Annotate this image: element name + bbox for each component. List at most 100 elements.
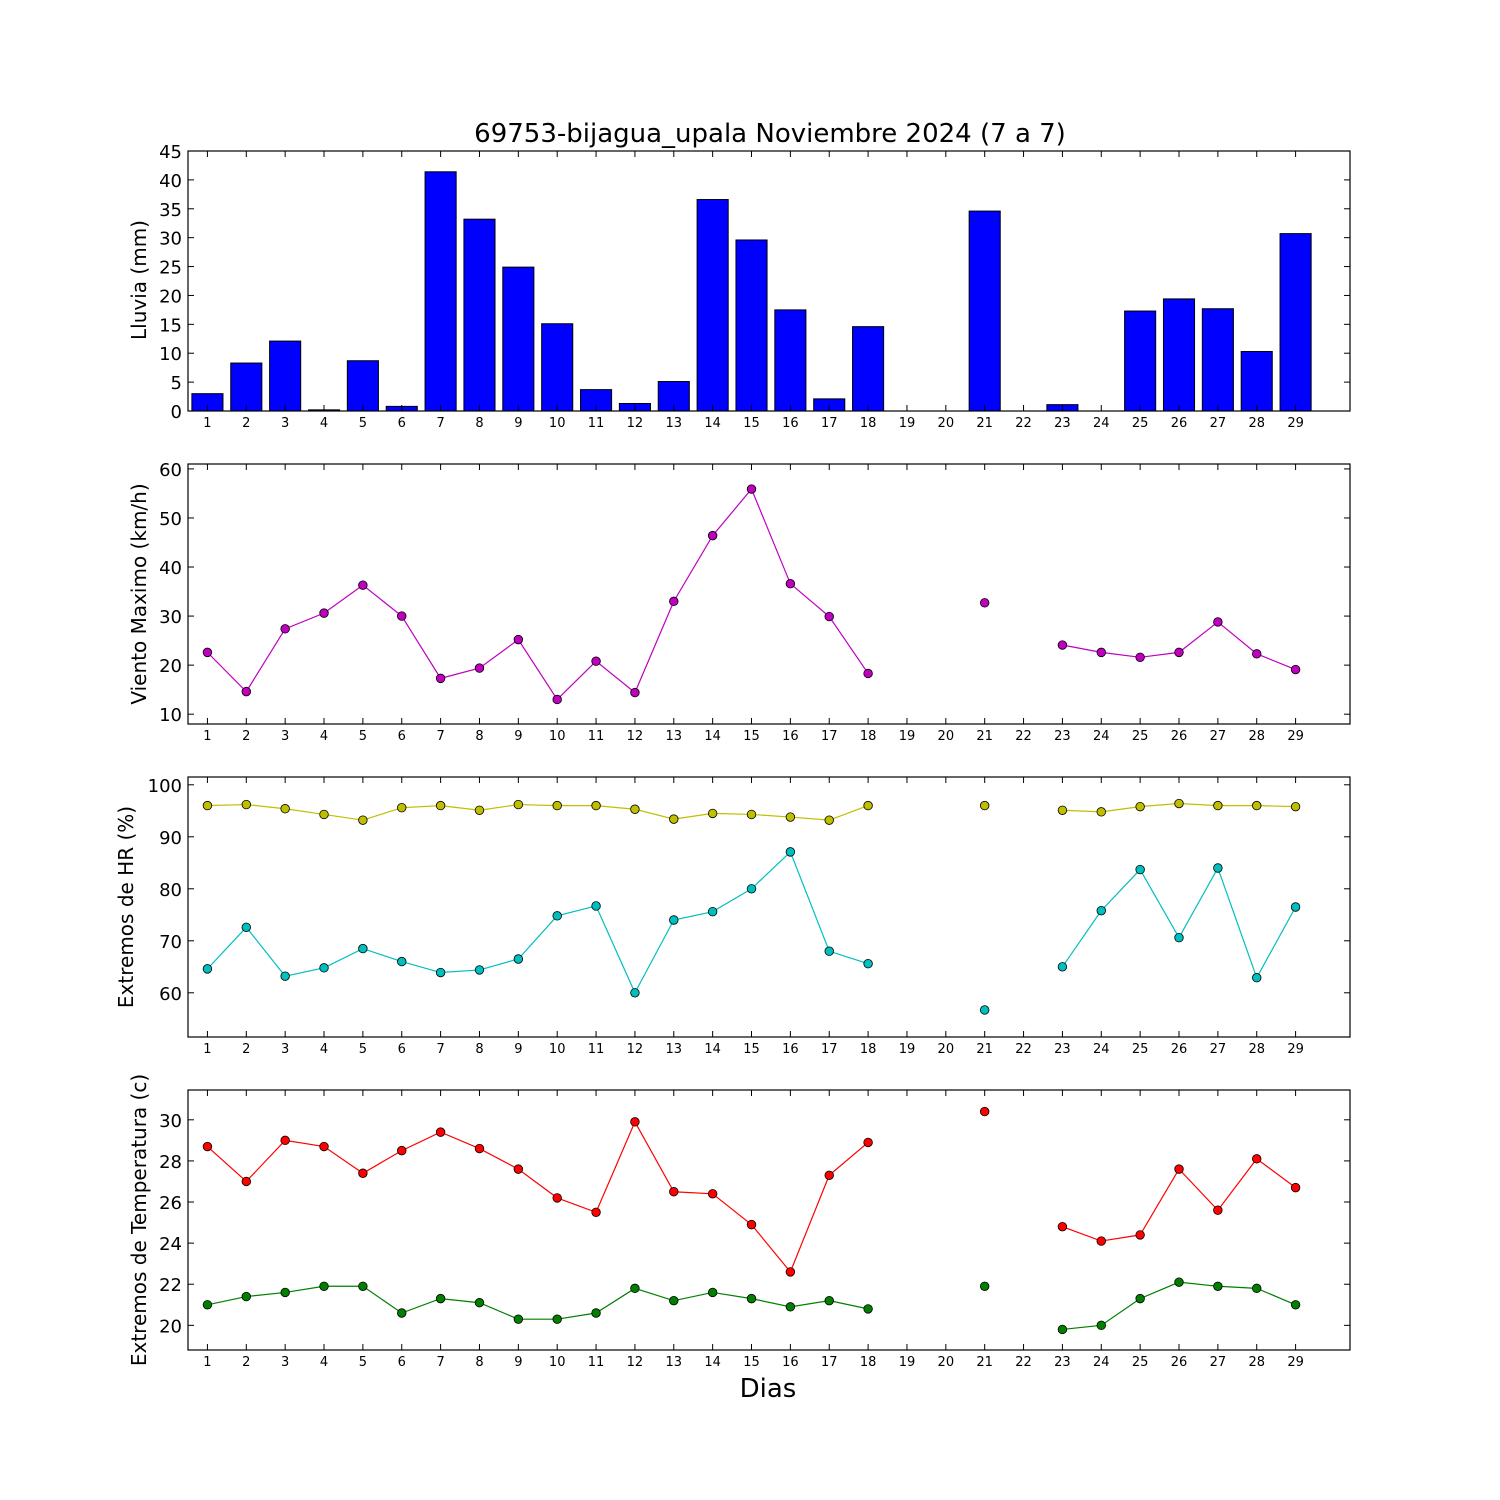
humidity-xtick-label: 22 xyxy=(1015,1042,1032,1057)
humidity-series-2-point-day-6 xyxy=(397,956,407,967)
humidity-series-2-point-day-9 xyxy=(513,954,524,964)
humidity-series-1-point-day-21 xyxy=(979,800,990,811)
wind-series-1-point-day-25 xyxy=(1135,652,1145,662)
rainfall-xtick-label: 6 xyxy=(398,416,406,431)
wind-series-1-point-day-3 xyxy=(280,624,290,634)
wind-xtick-label: 8 xyxy=(475,729,483,744)
temperature-ytick-label: 24 xyxy=(159,1234,182,1255)
humidity-xtick-label: 18 xyxy=(860,1042,877,1057)
rainfall-ytick-label: 15 xyxy=(159,315,182,336)
humidity-xtick-label: 27 xyxy=(1210,1042,1227,1057)
bar-day-3 xyxy=(269,340,302,412)
wind-series-1-point-day-17 xyxy=(824,611,834,622)
temperature-series-2-point-day-13 xyxy=(669,1295,679,1306)
temperature-series-2-point-day-29 xyxy=(1290,1300,1301,1310)
rainfall-ytick-label: 40 xyxy=(159,171,182,192)
temperature-series-2-point-day-9 xyxy=(513,1314,524,1324)
wind-series-1-point-day-24 xyxy=(1096,647,1106,658)
temperature-series-1-point-day-25 xyxy=(1135,1230,1145,1240)
wind-series-1-line xyxy=(207,487,869,701)
wind-series-1-point-day-7 xyxy=(435,673,446,684)
rainfall-ytick-label: 35 xyxy=(159,200,182,221)
wind-ylabel: Viento Maximo (km/h) xyxy=(127,483,151,704)
humidity-series-1-point-day-26 xyxy=(1174,798,1184,809)
temperature-series-1-point-day-4 xyxy=(319,1141,329,1152)
bar-day-21 xyxy=(968,210,1001,412)
temperature-series-2-line xyxy=(207,1285,869,1320)
humidity-xtick-label: 23 xyxy=(1054,1042,1071,1057)
rainfall-xtick-label: 13 xyxy=(666,416,683,431)
humidity-xtick-label: 26 xyxy=(1171,1042,1188,1057)
temperature-series-2-point-day-6 xyxy=(397,1308,407,1318)
humidity-xtick-label: 4 xyxy=(320,1042,328,1057)
rainfall-xtick-label: 18 xyxy=(860,416,877,431)
humidity-series-2-point-day-5 xyxy=(358,943,368,954)
wind-series-1-point-day-1 xyxy=(202,647,213,658)
temperature-series-2-point-day-8 xyxy=(474,1298,485,1308)
humidity-ytick-label: 100 xyxy=(148,776,182,797)
temperature-series-1-line xyxy=(207,1120,869,1274)
temperature-series-1-point-day-3 xyxy=(280,1135,290,1146)
rainfall-xtick-label: 10 xyxy=(549,416,566,431)
humidity-series-1-point-day-1 xyxy=(202,800,213,811)
humidity-series-2-point-day-29 xyxy=(1290,902,1301,912)
wind-xtick-label: 11 xyxy=(588,729,605,744)
wind-series-1-point-day-13 xyxy=(669,596,679,607)
rainfall-xtick-label: 5 xyxy=(359,416,367,431)
bar-day-10 xyxy=(541,323,574,412)
humidity-xtick-label: 29 xyxy=(1287,1042,1304,1057)
rainfall-xtick-label: 8 xyxy=(475,416,483,431)
temperature-series-1-point-day-16 xyxy=(785,1267,796,1277)
humidity-series-2-point-day-28 xyxy=(1252,973,1262,983)
humidity-xtick-label: 3 xyxy=(281,1042,289,1057)
rainfall-plot-frame xyxy=(187,150,1351,412)
temperature-series-1-point-day-10 xyxy=(552,1193,562,1203)
wind-xtick-label: 10 xyxy=(549,729,566,744)
humidity-series-1-point-day-13 xyxy=(669,814,679,824)
temperature-series-2-point-day-10 xyxy=(552,1314,562,1324)
chart-title: 69753-bijagua_upala Noviembre 2024 (7 a … xyxy=(474,119,1066,149)
rainfall-xtick-label: 3 xyxy=(281,416,289,431)
humidity-series-2-point-day-26 xyxy=(1174,932,1184,943)
temperature-series-1-point-day-5 xyxy=(358,1168,368,1178)
humidity-series-2-point-day-25 xyxy=(1135,864,1145,875)
humidity-series-1-point-day-3 xyxy=(280,804,290,814)
humidity-xtick-label: 10 xyxy=(549,1042,566,1057)
temperature-series-2-point-day-1 xyxy=(202,1300,213,1310)
humidity-series-2-point-day-2 xyxy=(241,922,251,932)
humidity-xtick-label: 12 xyxy=(627,1042,644,1057)
wind-series-1-point-day-8 xyxy=(474,663,485,673)
humidity-series-2-point-day-8 xyxy=(474,965,485,975)
humidity-series-1-point-day-17 xyxy=(824,815,834,825)
temperature-series-1-point-day-14 xyxy=(707,1189,718,1199)
rainfall-xtick-label: 22 xyxy=(1015,416,1032,431)
humidity-series-2-point-day-12 xyxy=(630,988,640,998)
temperature-series-1-point-day-11 xyxy=(591,1207,601,1217)
temperature-xtick-label: 24 xyxy=(1093,1355,1110,1370)
temperature-series-2-point-day-27 xyxy=(1213,1281,1223,1291)
wind-xtick-label: 29 xyxy=(1287,729,1304,744)
humidity-series-2-point-day-11 xyxy=(591,901,601,911)
wind-xtick-label: 1 xyxy=(203,729,211,744)
temperature-xtick-label: 2 xyxy=(242,1355,250,1370)
rainfall-ytick-label: 30 xyxy=(159,229,182,250)
temperature-series-2-point-day-25 xyxy=(1135,1293,1145,1304)
humidity-xtick-label: 11 xyxy=(588,1042,605,1057)
temperature-xtick-label: 21 xyxy=(976,1355,993,1370)
wind-xtick-label: 25 xyxy=(1132,729,1149,744)
humidity-series-2-point-day-1 xyxy=(202,964,213,974)
rainfall-xtick-label: 16 xyxy=(782,416,799,431)
temperature-xtick-label: 22 xyxy=(1015,1355,1032,1370)
temperature-series-2-point-day-18 xyxy=(863,1304,873,1314)
humidity-xtick-label: 17 xyxy=(821,1042,838,1057)
wind-series-1-point-day-26 xyxy=(1174,647,1184,658)
temperature-xtick-label: 3 xyxy=(281,1355,289,1370)
bar-day-27 xyxy=(1201,308,1234,412)
temperature-series-1-point-day-9 xyxy=(513,1164,524,1174)
temperature-series-1-point-day-18 xyxy=(863,1137,873,1148)
humidity-series-1-point-day-10 xyxy=(552,800,562,811)
wind-series-1-point-day-14 xyxy=(707,530,718,541)
bar-day-26 xyxy=(1162,298,1196,412)
bar-day-25 xyxy=(1124,310,1157,412)
bar-day-9 xyxy=(502,266,535,412)
